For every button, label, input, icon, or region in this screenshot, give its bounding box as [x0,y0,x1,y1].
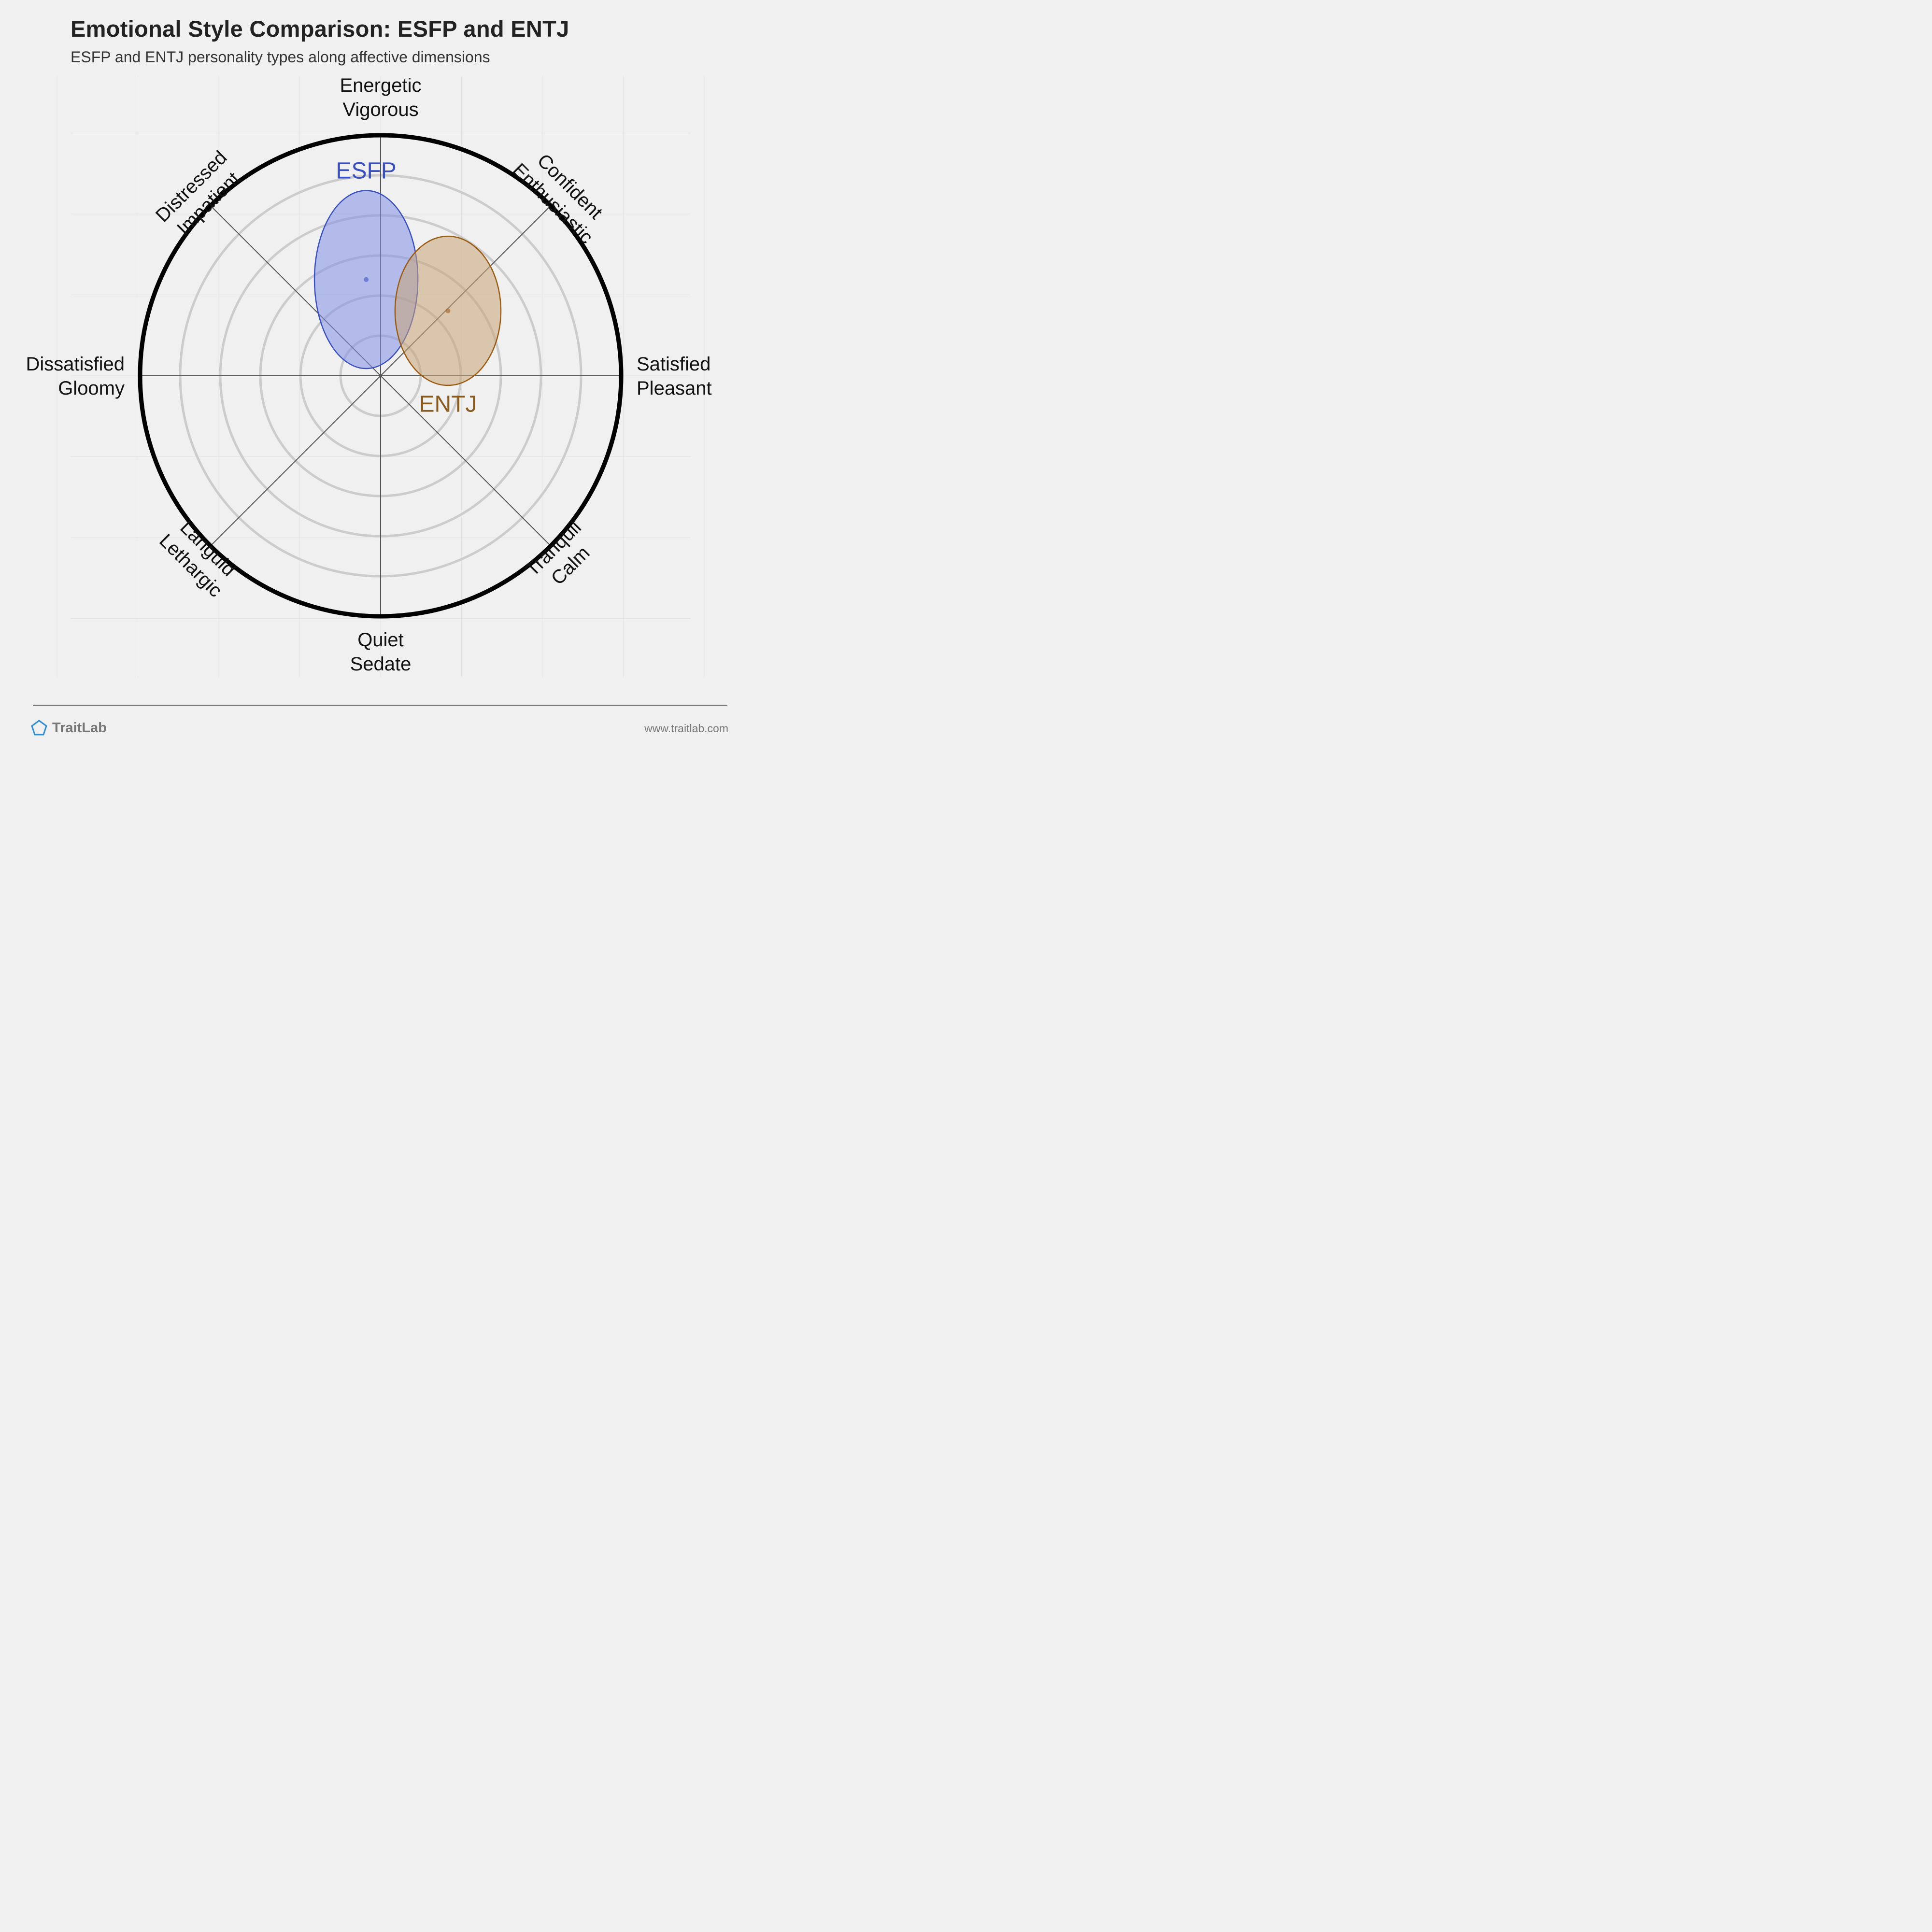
axis-label-dissatisfied: Dissatisfied Gloomy [26,354,125,399]
axis-label-line: Pleasant [637,378,712,399]
axis-label-line: Satisfied [637,354,710,375]
site-url[interactable]: www.traitlab.com [644,722,728,735]
axis-label-line: Sedate [350,653,412,675]
axis-label-line: Gloomy [58,378,125,399]
brand-logo[interactable]: TraitLab [30,719,107,737]
series-point-entj [445,308,451,313]
footer-divider [33,705,727,706]
axis-label-energetic: Energetic Vigorous [340,75,422,120]
chart-title: Emotional Style Comparison: ESFP and ENT… [71,16,569,42]
series-label-esfp: ESFP [336,158,396,184]
outer-ring [138,133,624,619]
axis-label-satisfied: Satisfied Pleasant [637,354,712,399]
affect-circumplex-chart: Energetic VigorousConfidentEnthusiasticSa… [26,75,712,677]
chart-subtitle: ESFP and ENTJ personality types along af… [71,48,490,66]
series-label-entj: ENTJ [419,392,477,417]
axis-label-quiet: Quiet Sedate [350,629,412,675]
axis-label-line: Quiet [357,629,404,651]
axis-label-line: Dissatisfied [26,354,125,375]
brand-name: TraitLab [52,720,107,736]
axis-label-line: Energetic [340,75,422,96]
pentagon-icon [31,720,47,736]
axis-label-line: Vigorous [342,99,418,120]
series-point-esfp [364,277,369,282]
spoke-5 [210,375,381,546]
spoke-3 [380,375,551,546]
